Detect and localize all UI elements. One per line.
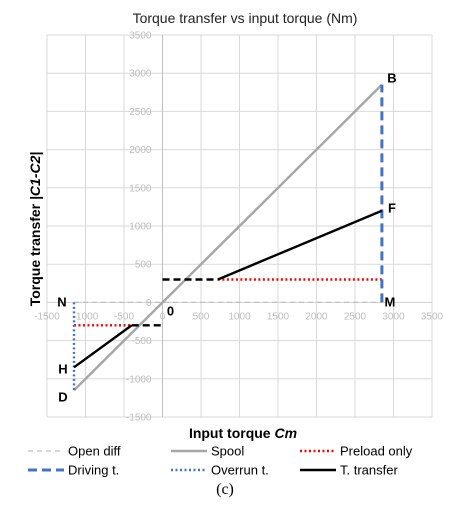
y-tick-label: 1000 (129, 222, 152, 233)
x-tick-label: 3000 (382, 311, 405, 322)
grid (46, 34, 433, 418)
point-label-F: F (388, 201, 396, 216)
y-tick-label: 1500 (129, 183, 152, 194)
point-label-D: D (58, 389, 67, 404)
y-tick-label: 500 (135, 260, 152, 271)
legend-entry: Open diff (68, 444, 121, 459)
point-labels: B F M N 0 HD (57, 71, 396, 405)
chart-title: Torque transfer vs input torque (Nm) (133, 10, 358, 26)
figure-caption: (c) (216, 481, 234, 498)
y-tick-label: -1000 (126, 374, 152, 385)
point-label-M: M (385, 294, 396, 309)
y-tick-label: -1500 (126, 413, 152, 424)
point-label-0: 0 (167, 303, 174, 318)
y-tick-label: -500 (131, 336, 151, 347)
legend-entry: Driving t. (68, 463, 119, 478)
legend-entry: Overrun t. (211, 463, 269, 478)
point-label-N: N (57, 294, 66, 309)
y-axis-label: Torque transfer |C1-C2| (27, 152, 43, 307)
x-tick-label: 0 (160, 311, 166, 322)
x-tick-label: 2000 (305, 311, 328, 322)
y-tick-label: 3500 (129, 31, 152, 42)
point-label-H: H (58, 361, 67, 376)
y-tick-label: 2000 (129, 145, 152, 156)
x-tick-label: 1500 (267, 311, 290, 322)
x-tick-label: -500 (114, 311, 134, 322)
y-tick-label: 3000 (129, 69, 152, 80)
series-t-transfer-segment (73, 324, 133, 369)
legend-entry: Preload only (340, 444, 413, 459)
x-tick-label: 500 (193, 311, 210, 322)
x-tick-label: -1500 (34, 311, 60, 322)
x-axis-label: Input torque Cm (189, 425, 297, 441)
y-tick-label: 0 (146, 298, 152, 309)
series-lines (72, 83, 384, 392)
x-tick-label: 1000 (228, 311, 251, 322)
legend-entry: T. transfer (340, 463, 398, 478)
point-label-B: B (387, 71, 396, 86)
legend: Open diff Spool Preload only Driving t. Over… (28, 444, 413, 478)
legend-entry: Spool (211, 444, 244, 459)
x-tick-label: 3500 (421, 311, 444, 322)
x-tick-label: -1000 (73, 311, 99, 322)
y-tick-label: 2500 (129, 107, 152, 118)
tick-labels: -1500 -1000 -500 0 500 1000 1500 2000 2500 3000 35… (34, 31, 443, 424)
series-t-transfer-segment (217, 209, 383, 281)
x-tick-label: 2500 (344, 311, 367, 322)
series-spool (73, 83, 383, 392)
